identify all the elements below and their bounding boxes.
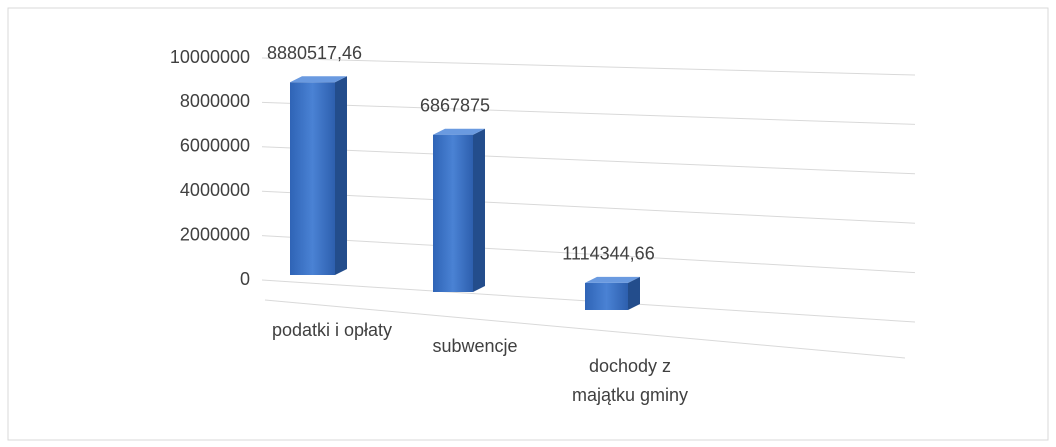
y-tick-label: 2000000 [180,224,250,244]
y-tick-label: 6000000 [180,136,250,156]
x-tick-label: subwencje [432,336,518,356]
grid-line [261,57,916,76]
grid-line [261,146,916,175]
y-tick-label: 8000000 [180,91,250,111]
y-tick-label: 0 [240,269,250,289]
floor-edge [264,299,906,359]
bar-side [335,76,347,275]
x-tick-label: dochody z majątku gminy [571,356,689,405]
bar [290,82,335,275]
value-label: 8880517,46 [267,43,362,63]
bar [433,134,473,292]
bar-side [473,128,485,292]
grid-line [261,235,916,274]
chart-border [7,7,1049,441]
bar-top [585,276,640,283]
grid-line [261,101,916,125]
y-tick-label: 4000000 [180,180,250,200]
y-tick-label: 10000000 [170,47,250,67]
bar [585,282,628,310]
bar-top [290,76,347,83]
bar-side [628,276,640,310]
grid-line [261,190,916,224]
value-label: 6867875 [420,95,490,115]
bar-top [433,128,485,135]
value-label: 1114344,66 [562,244,654,264]
x-tick-label: podatki i opłaty [271,320,393,340]
